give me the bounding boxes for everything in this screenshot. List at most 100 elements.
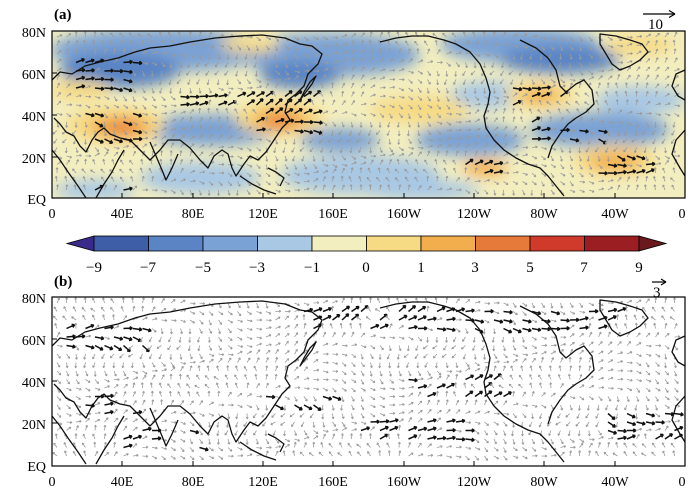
wind-vector xyxy=(436,399,440,406)
wind-vector xyxy=(501,62,504,69)
wind-vector-significant xyxy=(427,426,437,432)
wind-vector xyxy=(569,78,576,82)
wind-vector xyxy=(446,409,451,414)
wind-vector xyxy=(158,390,162,397)
wind-vector xyxy=(636,175,639,182)
wind-vector xyxy=(207,53,211,60)
wind-vector xyxy=(669,316,675,321)
wind-vector xyxy=(579,342,585,346)
wind-vector xyxy=(332,184,336,191)
wind-vector xyxy=(482,31,486,38)
wind-vector xyxy=(180,110,186,114)
wind-vector xyxy=(216,79,220,86)
wind-vector xyxy=(224,70,229,76)
wind-vector-significant xyxy=(322,395,333,401)
wind-vector xyxy=(94,67,101,72)
wind-vector xyxy=(341,58,347,63)
wind-vector xyxy=(560,445,567,448)
wind-vector-significant xyxy=(484,390,493,398)
wind-vector xyxy=(474,421,481,425)
wind-vector xyxy=(243,430,248,436)
wind-vector xyxy=(588,341,594,346)
wind-vector xyxy=(161,308,167,312)
wind-vector xyxy=(387,297,391,304)
wind-vector xyxy=(398,325,405,329)
wind-vector xyxy=(265,349,271,355)
wind-vector xyxy=(53,306,58,312)
wind-vector xyxy=(560,172,566,177)
wind-vector xyxy=(462,353,466,360)
wind-vector-significant xyxy=(123,434,133,440)
wind-vector xyxy=(84,138,88,145)
wind-vector xyxy=(66,83,71,89)
wind-vector xyxy=(199,438,203,444)
wind-vector xyxy=(104,184,107,191)
wind-vector-significant xyxy=(132,434,143,440)
wind-vector xyxy=(607,359,614,363)
wind-vector xyxy=(332,109,338,114)
wind-vector xyxy=(139,167,143,174)
wind-vector xyxy=(351,100,355,106)
wind-vector xyxy=(320,404,324,411)
wind-vector xyxy=(367,138,371,145)
wind-vector xyxy=(303,187,310,191)
wind-vector xyxy=(264,54,268,60)
wind-vector xyxy=(641,452,647,457)
wind-vector xyxy=(52,452,58,457)
wind-vector-significant xyxy=(85,76,95,81)
wind-vector-significant xyxy=(627,428,637,433)
wind-vector xyxy=(332,378,339,382)
wind-vector xyxy=(594,147,599,153)
wind-vector xyxy=(615,90,618,97)
wind-vector xyxy=(294,376,300,380)
wind-vector-significant xyxy=(313,307,323,313)
wind-vector xyxy=(142,316,148,321)
wind-vector xyxy=(664,353,668,360)
wind-vector-significant xyxy=(465,390,474,398)
wind-vector xyxy=(408,79,413,84)
wind-vector xyxy=(224,430,229,436)
wind-vector xyxy=(158,31,162,38)
wind-vector xyxy=(66,48,70,55)
wind-vector xyxy=(674,113,680,117)
wind-vector xyxy=(484,399,488,406)
wind-vector xyxy=(237,336,243,341)
wind-vector xyxy=(379,104,386,108)
wind-vector xyxy=(169,150,173,157)
wind-vector xyxy=(436,113,441,119)
wind-vector xyxy=(483,87,487,94)
wind-vector xyxy=(484,410,490,414)
wind-vector xyxy=(369,147,373,154)
wind-vector xyxy=(140,39,144,46)
wind-vector xyxy=(550,453,557,457)
wind-vector xyxy=(569,129,576,133)
wind-vector xyxy=(654,297,658,304)
wind-vector xyxy=(341,421,346,427)
wind-vector-significant xyxy=(123,78,133,84)
wind-vector xyxy=(531,319,538,323)
wind-vector xyxy=(520,53,523,60)
wind-vector xyxy=(322,170,329,174)
wind-vector-significant xyxy=(465,374,475,381)
wind-vector xyxy=(218,87,224,91)
wind-vector xyxy=(53,147,58,153)
wind-vector xyxy=(522,391,526,397)
wind-vector xyxy=(672,39,676,46)
y-tick-label: 80N xyxy=(22,292,46,307)
wind-vector xyxy=(142,104,147,110)
wind-vector xyxy=(653,322,657,329)
wind-vector xyxy=(538,70,542,76)
wind-vector xyxy=(512,390,516,397)
wind-vector xyxy=(246,302,250,309)
wind-vector xyxy=(651,451,656,457)
wind-vector xyxy=(617,369,624,373)
wind-vector xyxy=(53,138,58,144)
wind-vector xyxy=(123,145,130,148)
wind-vector xyxy=(246,86,253,90)
wind-vector-significant xyxy=(512,327,522,334)
wind-vector-significant xyxy=(113,344,123,352)
wind-vector xyxy=(587,430,591,437)
wind-vector xyxy=(275,445,282,449)
wind-vector-significant xyxy=(417,315,427,321)
wind-vector xyxy=(313,69,320,73)
